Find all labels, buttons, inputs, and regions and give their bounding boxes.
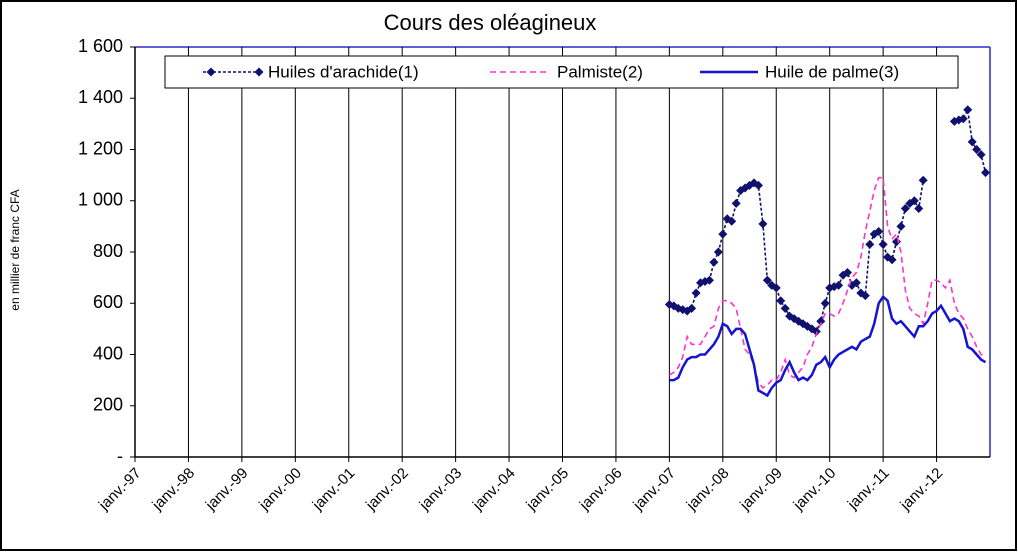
y-tick-label: 800	[93, 241, 123, 261]
marker	[691, 288, 701, 298]
legend-marker	[254, 67, 264, 77]
y-tick-label: 1 200	[78, 138, 123, 158]
y-tick-label: 200	[93, 395, 123, 415]
series-line	[668, 176, 986, 389]
marker	[834, 280, 844, 290]
marker	[860, 291, 870, 301]
legend-label: Huiles d'arachide(1)	[268, 62, 419, 81]
marker	[891, 237, 901, 247]
marker	[780, 303, 790, 313]
marker	[865, 239, 875, 249]
marker	[727, 216, 737, 226]
marker	[887, 255, 897, 265]
marker	[878, 239, 888, 249]
marker	[972, 145, 982, 154]
legend-label: Palmiste(2)	[557, 62, 643, 81]
y-tick-label: -	[117, 446, 123, 466]
marker	[758, 219, 768, 229]
marker	[963, 105, 973, 115]
marker	[874, 227, 884, 236]
marker	[851, 278, 861, 288]
marker	[900, 203, 910, 213]
y-tick-label: 400	[93, 343, 123, 363]
chart-title: Cours des oléagineux	[384, 10, 597, 35]
marker	[776, 296, 786, 306]
marker	[816, 316, 826, 326]
marker	[958, 114, 968, 124]
series-line	[669, 294, 987, 398]
marker	[713, 247, 723, 257]
y-tick-label: 1 000	[78, 190, 123, 210]
marker	[687, 303, 697, 313]
marker	[709, 257, 719, 267]
y-tick-label: 1 400	[78, 87, 123, 107]
marker	[918, 175, 928, 185]
marker	[811, 326, 821, 336]
marker	[981, 168, 991, 178]
marker	[820, 298, 830, 308]
y-tick-label: 1 600	[78, 36, 123, 56]
marker	[718, 229, 728, 239]
marker	[967, 137, 977, 147]
marker	[704, 275, 714, 285]
marker	[753, 180, 763, 190]
legend-marker	[206, 67, 216, 77]
y-tick-label: 600	[93, 292, 123, 312]
legend-label: Huile de palme(3)	[765, 62, 899, 81]
y-axis-label: en millier de franc CFA	[8, 189, 22, 310]
legend-box	[164, 55, 959, 89]
marker	[909, 196, 919, 206]
marker	[843, 268, 852, 277]
marker	[762, 275, 772, 285]
marker	[976, 150, 986, 160]
marker	[771, 283, 781, 293]
marker	[731, 198, 741, 208]
marker	[914, 203, 924, 213]
marker	[896, 221, 906, 231]
